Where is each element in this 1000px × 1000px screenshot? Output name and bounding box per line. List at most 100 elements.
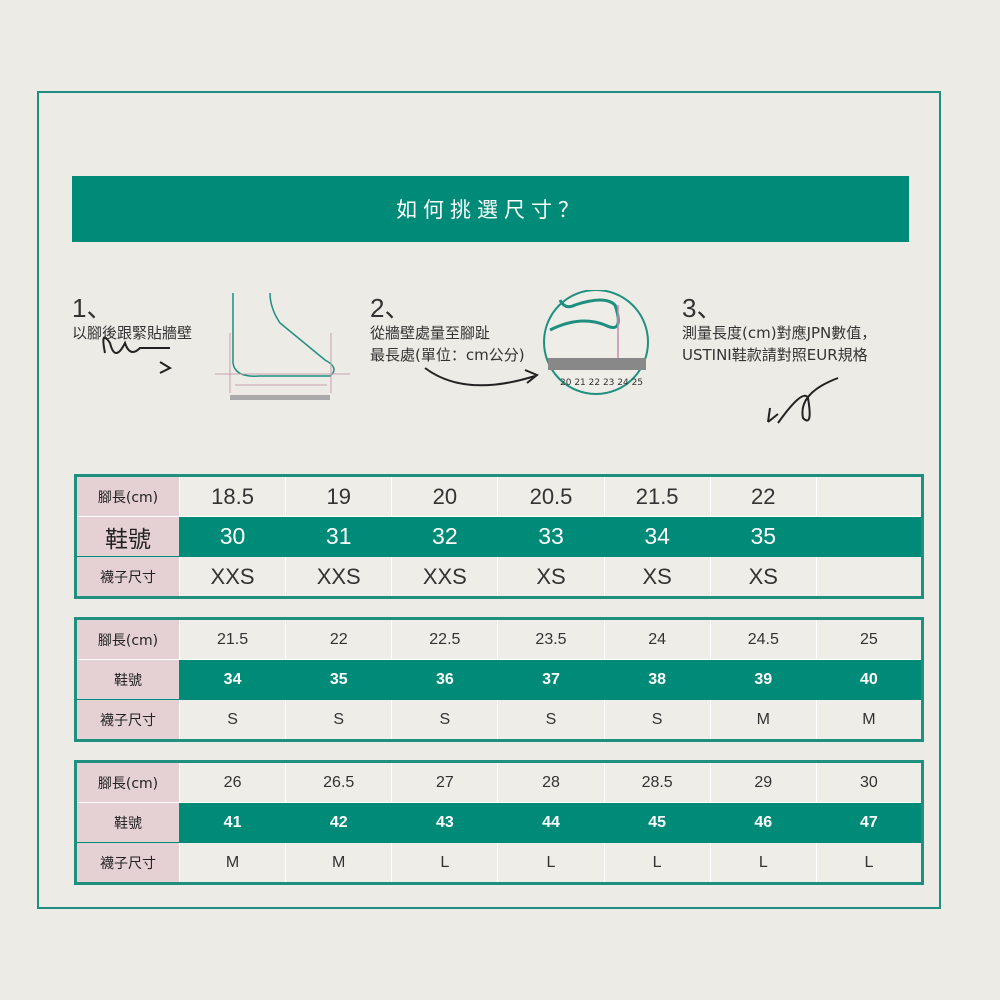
step-text: 測量長度(cm)對應JPN數值， — [682, 324, 877, 342]
cell: S — [391, 699, 499, 741]
cell: 37 — [497, 659, 605, 700]
cell: XS — [603, 556, 711, 598]
cell: S — [285, 699, 393, 741]
cell: 30 — [178, 516, 287, 557]
cell: L — [815, 842, 924, 884]
cell: 26.5 — [285, 761, 393, 803]
foot-against-wall-illustration — [102, 292, 350, 400]
cell: M — [815, 699, 924, 741]
page-title: 如何挑選尺寸？ — [72, 176, 909, 242]
cell: S — [178, 699, 287, 741]
foot-length-row: 腳長(cm) 26 26.5 27 28 28.5 29 30 — [75, 761, 924, 803]
cell: S — [603, 699, 711, 741]
step-number: 3、 — [682, 293, 723, 323]
cell: 46 — [709, 802, 817, 843]
cell: 33 — [497, 516, 605, 557]
cell: 19 — [285, 475, 393, 517]
cell: L — [497, 842, 605, 884]
cell: 21.5 — [603, 475, 711, 517]
size-table-3: 腳長(cm) 26 26.5 27 28 28.5 29 30 鞋號 41 42 43 44 45 4… — [74, 760, 924, 885]
cell: 29 — [709, 761, 817, 803]
cell: 23.5 — [497, 618, 605, 660]
cell: M — [178, 842, 287, 884]
row-label: 腳長(cm) — [75, 475, 180, 517]
foot-length-row: 腳長(cm) 18.5 19 20 20.5 21.5 22 — [75, 475, 924, 517]
step-text: 最長處(單位：cm公分) — [370, 346, 525, 364]
cell: XS — [497, 556, 605, 598]
cell: 20.5 — [497, 475, 605, 517]
cell: 45 — [603, 802, 711, 843]
foot-length-row: 腳長(cm) 21.5 22 22.5 23.5 24 24.5 25 — [75, 618, 924, 660]
step-text: 以腳後跟緊貼牆壁 — [72, 324, 193, 342]
step-number: 2、 — [370, 293, 411, 323]
step-3: 3、 測量長度(cm)對應JPN數值， USTINI鞋款請對照EUR規格 — [682, 294, 876, 366]
cell: 28 — [497, 761, 605, 803]
step-text: 從牆壁處量至腳趾 — [370, 324, 491, 342]
cell: 43 — [391, 802, 499, 843]
row-label: 腳長(cm) — [75, 618, 180, 660]
cell: 42 — [285, 802, 393, 843]
row-label: 鞋號 — [75, 802, 180, 843]
step-2: 2、 從牆壁處量至腳趾 最長處(單位：cm公分) — [370, 294, 525, 366]
cell: 22 — [285, 618, 393, 660]
cell: 30 — [815, 761, 924, 803]
cell: XXS — [178, 556, 287, 598]
cell: M — [709, 699, 817, 741]
cell: M — [285, 842, 393, 884]
cell: XS — [709, 556, 817, 598]
measure-toe-illustration: 20 21 22 23 24 25 — [424, 290, 649, 395]
size-table-2: 腳長(cm) 21.5 22 22.5 23.5 24 24.5 25 鞋號 34 35 36 3… — [74, 617, 924, 742]
step-number: 1、 — [72, 293, 113, 323]
cell: 28.5 — [603, 761, 711, 803]
cell: 27 — [391, 761, 499, 803]
outer-frame — [37, 91, 941, 909]
row-label: 鞋號 — [75, 659, 180, 700]
cell: 35 — [285, 659, 393, 700]
cell: 41 — [178, 802, 287, 843]
cell: S — [497, 699, 605, 741]
row-label: 腳長(cm) — [75, 761, 180, 803]
arrow-icon — [102, 336, 173, 374]
shoe-size-row: 鞋號 30 31 32 33 34 35 — [75, 516, 924, 557]
cell — [815, 475, 924, 517]
cell: 21.5 — [178, 618, 287, 660]
cell: 32 — [391, 516, 499, 557]
cell: 22 — [709, 475, 817, 517]
sock-size-row: 襪子尺寸 XXS XXS XXS XS XS XS — [75, 556, 924, 598]
cell: 34 — [178, 659, 287, 700]
cell: 20 — [391, 475, 499, 517]
cell — [815, 556, 924, 598]
cell: 38 — [603, 659, 711, 700]
cell: 24 — [603, 618, 711, 660]
row-label: 鞋號 — [75, 516, 180, 557]
cell: L — [603, 842, 711, 884]
cell: 36 — [391, 659, 499, 700]
row-label: 襪子尺寸 — [75, 699, 180, 741]
cell: 18.5 — [178, 475, 287, 517]
cell: XXS — [285, 556, 393, 598]
step-1: 1、 以腳後跟緊貼牆壁 — [72, 294, 192, 344]
shoe-size-row: 鞋號 34 35 36 37 38 39 40 — [75, 659, 924, 700]
cell: 39 — [709, 659, 817, 700]
cell: XXS — [391, 556, 499, 598]
cell: 34 — [603, 516, 711, 557]
step-text: USTINI鞋款請對照EUR規格 — [682, 346, 868, 364]
row-label: 襪子尺寸 — [75, 842, 180, 884]
cell: L — [391, 842, 499, 884]
size-table-1: 腳長(cm) 18.5 19 20 20.5 21.5 22 鞋號 30 31 32 33 34 3… — [74, 474, 924, 599]
cell: 44 — [497, 802, 605, 843]
cell — [815, 516, 924, 557]
cell: 26 — [178, 761, 287, 803]
shoe-size-row: 鞋號 41 42 43 44 45 46 47 — [75, 802, 924, 843]
cell: L — [709, 842, 817, 884]
arrow-icon — [424, 367, 539, 387]
arrow-down-left-icon — [767, 377, 839, 424]
cell: 35 — [709, 516, 817, 557]
ruler-labels: 20 21 22 23 24 25 — [560, 378, 643, 388]
cell: 24.5 — [709, 618, 817, 660]
cell: 22.5 — [391, 618, 499, 660]
cell: 31 — [285, 516, 393, 557]
cell: 25 — [815, 618, 924, 660]
